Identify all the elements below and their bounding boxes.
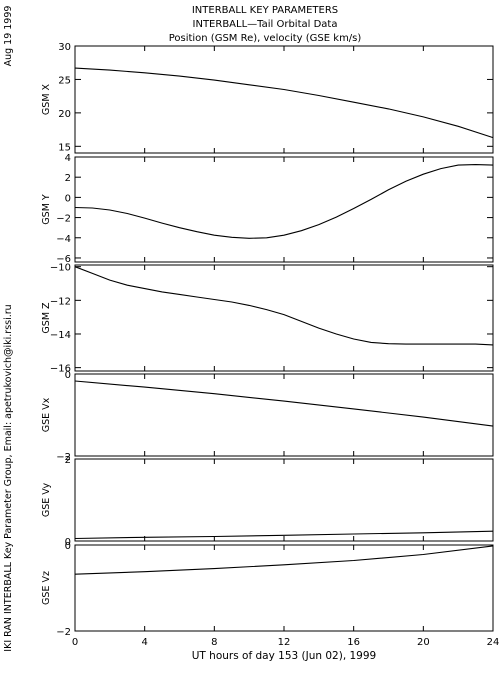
panel-4: −2 0 GSE Vx — [41, 370, 494, 463]
y-tick-label: 0 — [65, 537, 71, 548]
series-line — [74, 67, 494, 139]
panel-1: 15 20 25 30 GSM X — [41, 42, 494, 154]
series-line — [74, 380, 494, 427]
y-tick-label: −16 — [50, 364, 71, 375]
x-tick-label: 16 — [347, 637, 360, 648]
y-tick-label: 25 — [58, 75, 71, 86]
x-tick-label: 20 — [417, 637, 430, 648]
y-tick-label: −2 — [56, 214, 71, 225]
y-tick-label: 2 — [65, 173, 71, 184]
y-tick-label: −14 — [50, 330, 71, 341]
panel-frame — [74, 264, 494, 372]
x-tick-label: 8 — [211, 637, 217, 648]
y-tick-label: 0 — [65, 541, 71, 552]
panel-frame — [74, 156, 494, 263]
y-tick-label: 30 — [58, 42, 71, 53]
y-axis-label: GSE Vz — [41, 571, 52, 605]
y-tick-label: −4 — [56, 234, 71, 245]
x-axis-label: UT hours of day 153 (Jun 02), 1999 — [192, 650, 376, 662]
y-tick-label: 4 — [65, 153, 71, 164]
panel-6: −2 0 GSE Vz — [41, 541, 494, 638]
panel-5: 0 2 GSE Vy — [41, 455, 494, 548]
y-tick-label: −2 — [56, 452, 71, 463]
panel-frame — [74, 458, 494, 542]
y-axis-label: GSE Vx — [41, 397, 52, 432]
y-tick-label: −6 — [56, 254, 71, 265]
y-axis-label: GSM X — [41, 83, 52, 115]
x-tick-label: 12 — [278, 637, 291, 648]
panel-frame — [74, 45, 494, 154]
x-tick-label: 24 — [487, 637, 500, 648]
y-tick-label: 2 — [65, 455, 71, 466]
series-line — [74, 530, 494, 540]
series-line — [74, 266, 494, 346]
x-tick-label: 0 — [72, 637, 78, 648]
side-credit: IKI RAN INTERBALL Key Parameter Group, E… — [3, 304, 14, 651]
title-line-1: INTERBALL KEY PARAMETERS — [192, 5, 338, 16]
y-tick-label: −10 — [50, 263, 71, 274]
y-axis-label: GSM Y — [41, 194, 52, 225]
panel-3: −16 −14 −12 −10 GSM Z — [41, 263, 494, 375]
panel-frame — [74, 544, 494, 632]
series-line — [74, 164, 494, 239]
side-date: Aug 19 1999 — [3, 6, 14, 67]
series-line — [74, 545, 494, 575]
y-tick-label: 20 — [58, 109, 71, 120]
y-axis-label: GSM Z — [41, 302, 52, 334]
panel-2: −6 −4 −2 0 2 4 GSM Y — [41, 153, 494, 265]
x-axis: 0 4 8 12 16 20 24 — [72, 637, 500, 648]
y-axis-label: GSE Vy — [41, 482, 52, 517]
title-line-3: Position (GSM Re), velocity (GSE km/s) — [169, 33, 362, 44]
y-tick-label: −12 — [50, 296, 71, 307]
title-line-2: INTERBALL—Tail Orbital Data — [193, 19, 338, 30]
y-tick-label: 0 — [65, 193, 71, 204]
y-tick-label: 0 — [65, 370, 71, 381]
y-tick-label: 15 — [58, 142, 71, 153]
x-tick-label: 4 — [141, 637, 147, 648]
y-tick-label: −2 — [56, 627, 71, 638]
